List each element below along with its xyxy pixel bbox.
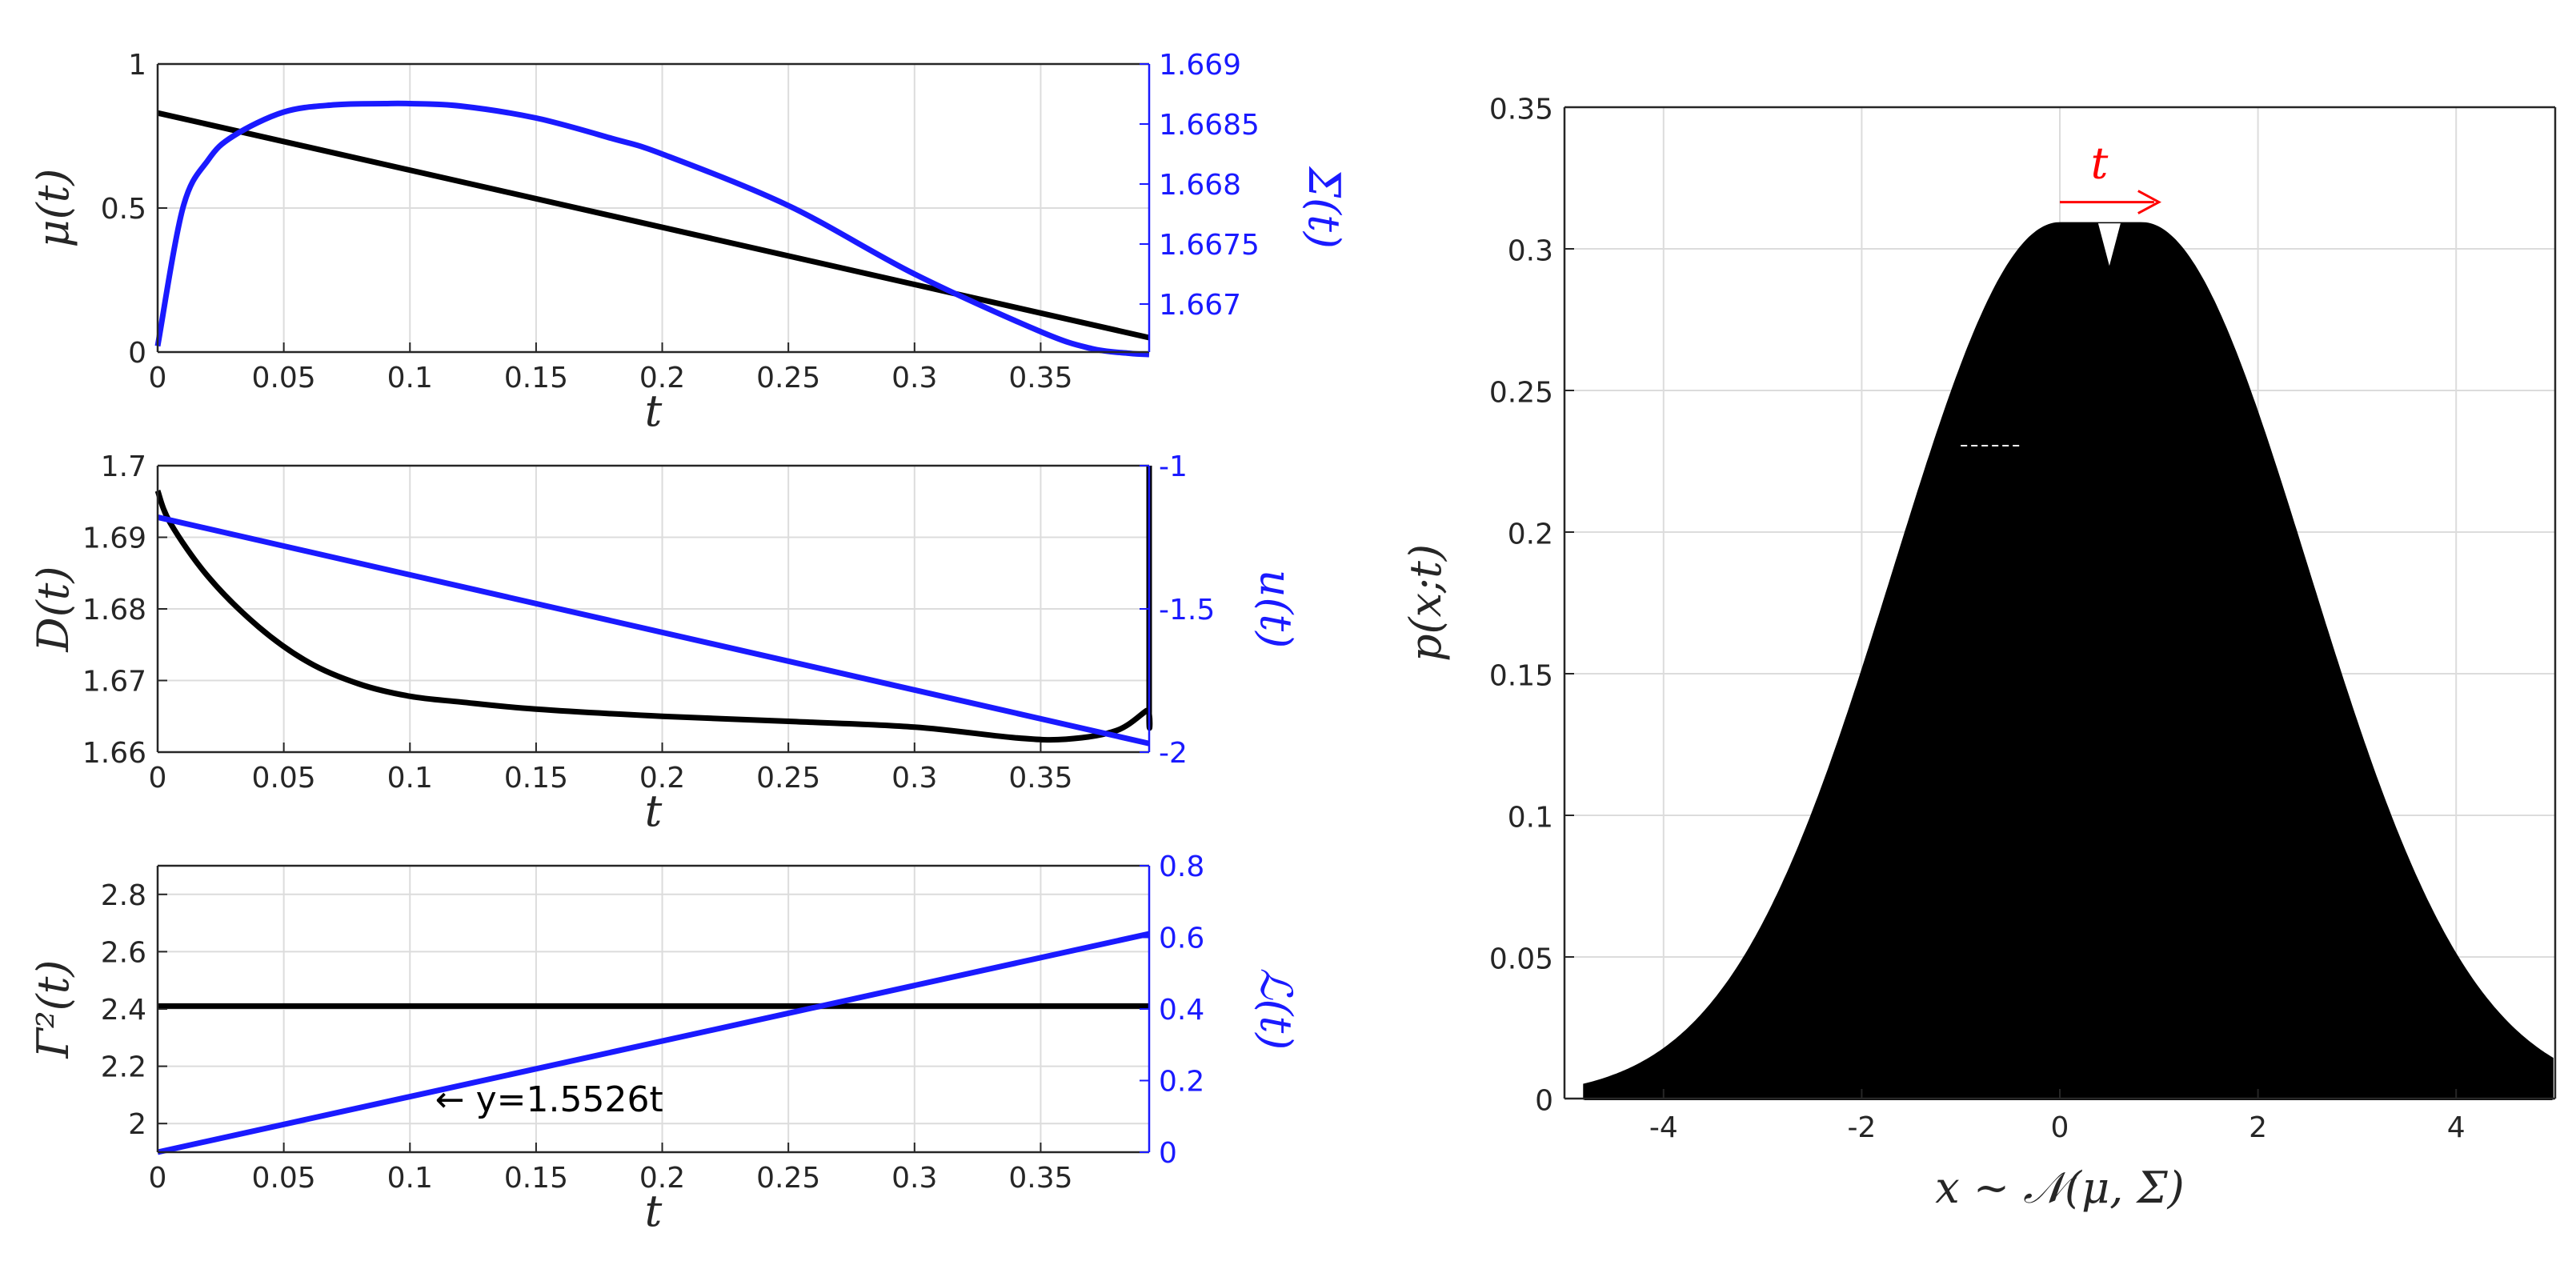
y-axis-label: Γ²(t) [28, 960, 78, 1059]
x-axis-label: t [645, 1186, 663, 1236]
y2-tick-label: 1.669 [1159, 49, 1241, 82]
fit-annotation: ← y=1.5526t [435, 1079, 663, 1120]
y2-tick-label: 0.2 [1159, 1066, 1204, 1099]
y-tick-label: 0.1 [1508, 801, 1553, 834]
series-line-0 [157, 110, 1150, 341]
y-tick-label: 2.2 [101, 1051, 146, 1084]
chart-mu-sigma: 0 0.05 0.1 0.15 0.2 0.25 0.3 0.35 0 0.5 1 1.667 1.66… [28, 49, 1349, 436]
x-tick-label: 0.35 [1008, 1162, 1072, 1195]
x-tick-label: 2 [2249, 1111, 2267, 1144]
y2-tick-label: -1 [1159, 450, 1188, 483]
x-tick-label: -2 [1847, 1111, 1876, 1144]
x-tick-label: 0 [149, 762, 167, 795]
y-tick-label: 1 [128, 49, 146, 82]
x-tick-label: 0.15 [504, 762, 568, 795]
x-tick-label: 0.3 [891, 362, 937, 394]
chart-density: t -4 -2 0 2 4 0 0.05 0.1 0.15 0.2 0.25 0.3 0.35 x ~ 𝒩(… [1400, 93, 2557, 1213]
y-tick-label: 1.68 [82, 594, 146, 626]
x-axis-label: x ~ 𝒩(μ, Σ) [1935, 1163, 2185, 1213]
y2-tick-label: 1.6675 [1159, 229, 1260, 262]
y2-tick-label: 1.668 [1159, 169, 1241, 202]
x-axis-label: t [645, 386, 663, 436]
y2-tick-label: 0.8 [1159, 851, 1204, 883]
x-axis-label: t [645, 786, 663, 836]
y-axis-label: D(t) [28, 566, 78, 652]
x-tick-label: 0.1 [387, 1162, 433, 1195]
y-axis-label: p(x;t) [1400, 544, 1451, 662]
y-tick-label: 2.6 [101, 936, 146, 969]
y-tick-label: 0.2 [1508, 518, 1553, 550]
y2-axis-label: u(t) [1251, 570, 1301, 649]
y-tick-label: 0 [128, 337, 146, 370]
y-tick-label: 2.8 [101, 879, 146, 912]
time-arrow-label: t [2091, 138, 2109, 189]
y-tick-label: 1.66 [82, 737, 146, 770]
density-peak-notch [2097, 223, 2121, 266]
y-tick-label: 2.4 [101, 994, 146, 1027]
y2-axis-label: Σ(t) [1299, 166, 1349, 249]
y-tick-label: 0.25 [1489, 376, 1553, 409]
y-tick-label: 0.15 [1489, 659, 1553, 692]
y2-axis-label: ℒ(t) [1251, 968, 1301, 1051]
series-line-1 [157, 931, 1150, 1155]
x-tick-label: 0.2 [639, 762, 685, 795]
y2-tick-label: -2 [1159, 737, 1188, 770]
series-line-1 [157, 514, 1150, 747]
time-arrow-head [2137, 190, 2161, 214]
y-tick-label: 1.69 [82, 522, 146, 554]
x-tick-label: 0.05 [252, 762, 316, 795]
x-tick-label: 0 [2051, 1111, 2069, 1144]
y-axis-label: μ(t) [28, 169, 78, 248]
x-tick-label: 0.1 [387, 362, 433, 394]
density-band [1583, 222, 2554, 1100]
y2-tick-label: 0.6 [1159, 923, 1204, 955]
x-tick-label: 0.25 [756, 762, 820, 795]
series-line-0 [154, 466, 1153, 743]
chart-d-u: 0 0.05 0.1 0.15 0.2 0.25 0.3 0.35 1.66 1.67 1.68 1.… [28, 450, 1301, 836]
x-tick-label: 0.35 [1008, 362, 1072, 394]
x-tick-label: 0.35 [1008, 762, 1072, 795]
x-tick-label: 0.3 [891, 1162, 937, 1195]
x-tick-label: 0.1 [387, 762, 433, 795]
y2-tick-label: 1.6685 [1159, 109, 1260, 142]
y-tick-label: 0.35 [1489, 93, 1553, 126]
y-tick-label: 1.67 [82, 665, 146, 698]
x-tick-label: 0.2 [639, 362, 685, 394]
y-tick-label: 1.7 [101, 450, 146, 483]
y-tick-label: 0.5 [101, 193, 146, 226]
series-line-1 [154, 100, 1150, 358]
x-tick-label: 0.15 [504, 362, 568, 394]
y2-tick-label: 1.667 [1159, 289, 1241, 322]
y-tick-label: 0.05 [1489, 943, 1553, 975]
x-tick-label: -4 [1649, 1111, 1678, 1144]
x-tick-label: 4 [2447, 1111, 2466, 1144]
x-tick-label: 0.05 [252, 362, 316, 394]
y-tick-label: 0 [1535, 1084, 1553, 1117]
x-tick-label: 0.25 [756, 362, 820, 394]
y2-tick-label: -1.5 [1159, 594, 1215, 626]
x-tick-label: 0.05 [252, 1162, 316, 1195]
chart-gamma-l: ← y=1.5526t 0 0.05 0.1 0.15 0.2 0.25 0.3 0.35 2 2.… [28, 851, 1301, 1236]
y2-tick-label: 0 [1159, 1137, 1177, 1170]
x-tick-label: 0.3 [891, 762, 937, 795]
x-tick-label: 0 [149, 1162, 167, 1195]
y2-tick-label: 0.4 [1159, 994, 1204, 1027]
y-tick-label: 2 [128, 1108, 146, 1141]
x-tick-label: 0.15 [504, 1162, 568, 1195]
x-tick-label: 0.2 [639, 1162, 685, 1195]
y-tick-label: 0.3 [1508, 234, 1553, 267]
x-tick-label: 0 [149, 362, 167, 394]
x-tick-label: 0.25 [756, 1162, 820, 1195]
